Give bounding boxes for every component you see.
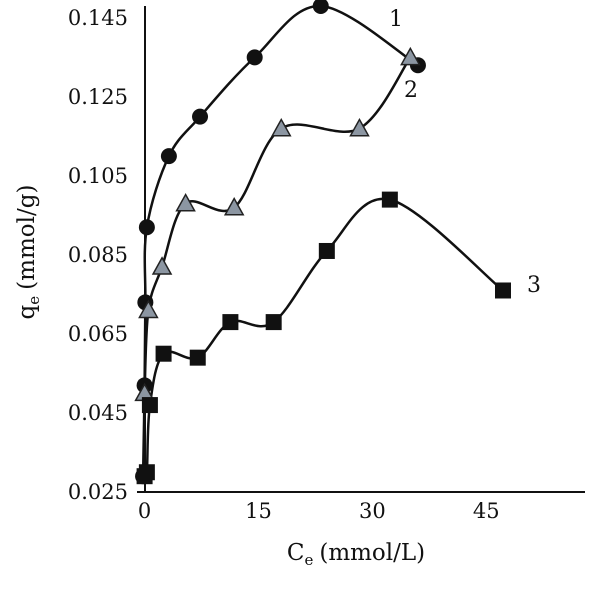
y-axis-title: qe(mmol/g)	[14, 185, 43, 320]
series-3-point	[155, 345, 172, 362]
y-tick-label: 0.085	[68, 243, 128, 267]
series-label-1: 1	[389, 7, 403, 32]
x-tick-label: 45	[473, 499, 500, 523]
y-tick-label: 0.045	[68, 401, 128, 425]
series-2-point	[349, 117, 370, 137]
series-1-point	[160, 148, 177, 165]
series-1-point	[138, 219, 155, 236]
series-2-point	[138, 299, 159, 319]
series-2-point	[270, 117, 292, 137]
series-1-point	[312, 0, 329, 14]
series-2-line	[143, 56, 412, 394]
series-3-point	[141, 397, 158, 414]
series-label-2: 2	[404, 78, 418, 103]
series-label-3: 3	[527, 273, 541, 298]
series-2-point	[400, 46, 421, 66]
series-3-point	[494, 282, 511, 299]
y-tick-label: 0.025	[68, 480, 128, 504]
series-3-point	[265, 314, 282, 331]
y-tick-label: 0.145	[68, 6, 128, 30]
y-tick-labels: 0.025 0.045 0.065 0.085 0.105 0.125 0.145	[68, 6, 128, 504]
series-1-line	[141, 4, 419, 477]
series-3-point	[381, 191, 398, 208]
series-3-line	[143, 197, 504, 480]
series-curves	[141, 4, 504, 480]
series-3-point	[222, 314, 239, 331]
x-tick-labels: 0 15 30 45	[138, 499, 500, 523]
x-axis-title: Ce (mmol/L)	[287, 540, 425, 569]
x-tick-label: 30	[359, 499, 386, 523]
x-tick-label: 0	[138, 499, 151, 523]
x-tick-label: 15	[245, 499, 272, 523]
series-2-point	[175, 193, 196, 212]
series-markers	[134, 0, 511, 485]
series-2-point	[151, 256, 173, 275]
series-3-point	[138, 464, 155, 481]
series-3-point	[189, 349, 206, 366]
y-tick-label: 0.065	[68, 322, 128, 346]
series-1-point	[192, 108, 209, 125]
y-tick-label: 0.125	[68, 85, 128, 109]
y-tick-label: 0.105	[68, 164, 128, 188]
series-3-point	[318, 242, 335, 259]
series-1-point	[246, 49, 263, 66]
series-2-point	[223, 196, 245, 216]
